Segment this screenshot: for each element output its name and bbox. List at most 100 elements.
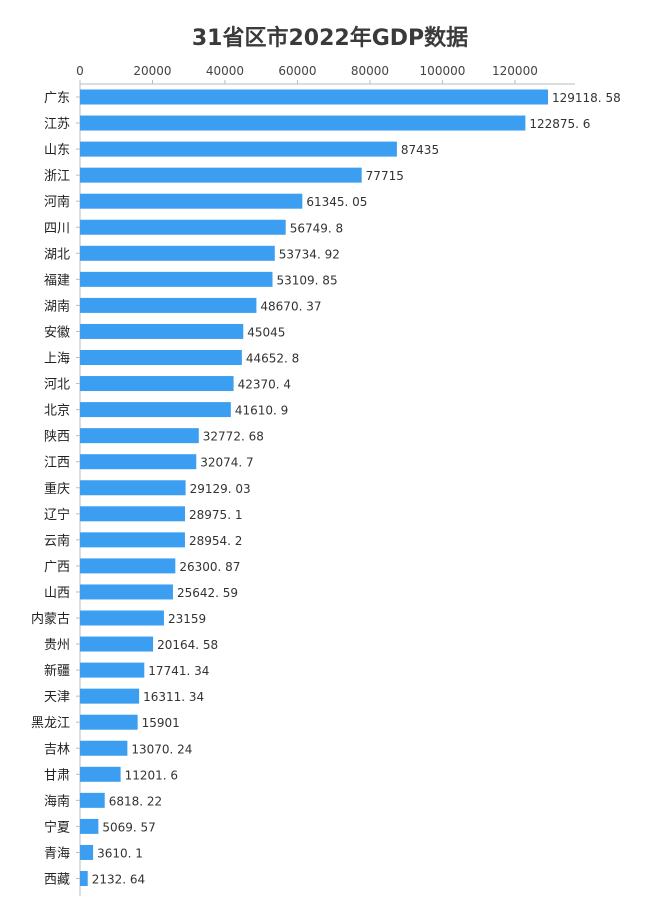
category-label: 黑龙江 [31,716,70,731]
bar [80,141,397,157]
category-label: 云南 [44,533,70,549]
x-tick-label: 40000 [206,64,244,78]
category-label: 江苏 [44,116,70,132]
category-label: 上海 [44,352,70,367]
x-tick-label: 100000 [420,64,466,78]
category-label: 青海 [44,846,70,861]
value-label: 42370. 4 [238,378,291,392]
bar [80,610,164,626]
value-label: 53109. 85 [277,273,338,287]
category-label: 江西 [44,456,70,471]
bar [80,584,173,600]
category-label: 甘肃 [44,768,70,783]
bar [80,636,154,652]
category-label: 新疆 [44,663,70,679]
value-label: 26300. 87 [179,560,240,574]
category-label: 海南 [44,793,70,809]
bar [80,428,199,444]
bar [80,271,273,287]
category-label: 四川 [44,221,70,236]
value-label: 15901 [142,716,180,730]
bars: 广东 129118. 58 江苏 122875. 6 山东 87435 浙江 77715 河南 6… [31,89,621,888]
value-label: 13070. 24 [131,742,192,756]
x-tick-label: 80000 [351,64,389,78]
value-label: 6818. 22 [109,794,162,808]
bar [80,844,94,860]
value-label: 2132. 64 [92,873,145,887]
value-label: 44652. 8 [246,352,299,366]
bar [80,219,286,235]
bar [80,766,121,782]
category-label: 浙江 [44,169,70,184]
bar [80,323,244,339]
value-label: 20164. 58 [157,638,218,652]
value-label: 28975. 1 [189,508,242,522]
chart-title: 31省区市2022年GDP数据 [191,26,469,51]
bar [80,402,231,418]
value-label: 32772. 68 [203,430,264,444]
value-label: 3610. 1 [97,846,143,860]
bar [80,454,197,470]
value-label: 129118. 58 [552,91,621,105]
bar [80,480,186,496]
value-label: 122875. 6 [529,117,590,131]
value-label: 5069. 57 [102,820,155,834]
category-label: 内蒙古 [31,611,70,627]
value-label: 45045 [247,325,285,339]
value-label: 53734. 92 [279,247,340,261]
bar [80,688,140,704]
bar [80,297,257,313]
value-label: 41610. 9 [235,404,288,418]
value-label: 48670. 37 [260,299,321,313]
category-label: 吉林 [44,742,70,757]
bar [80,558,176,574]
bar [80,89,548,105]
value-label: 56749. 8 [290,221,343,235]
category-label: 山西 [44,586,70,601]
value-label: 87435 [401,143,439,157]
category-label: 西藏 [44,873,70,888]
value-label: 28954. 2 [189,534,242,548]
category-label: 贵州 [44,638,70,653]
x-tick-label: 120000 [492,64,538,78]
value-label: 17741. 34 [148,664,209,678]
category-label: 广东 [44,91,70,106]
bar [80,350,242,365]
category-label: 辽宁 [44,507,70,523]
bar [80,871,88,886]
value-label: 23159 [168,612,206,626]
bar [80,115,526,131]
bar [80,792,105,808]
category-label: 安徽 [44,325,70,340]
value-label: 16311. 34 [143,690,204,704]
category-label: 天津 [44,690,70,705]
bar [80,167,362,183]
bar [80,245,275,261]
bar [80,714,138,730]
x-tick-label: 20000 [133,64,171,78]
value-label: 61345. 05 [306,195,367,209]
x-tick-label: 60000 [278,64,316,78]
bar [80,193,303,209]
value-label: 32074. 7 [200,456,253,470]
category-label: 山东 [44,143,70,158]
category-label: 河北 [44,378,70,393]
value-label: 11201. 6 [125,768,178,782]
bar [80,662,145,678]
x-tick-label: 0 [76,64,84,78]
category-label: 湖南 [44,298,70,314]
category-label: 北京 [44,404,70,419]
category-label: 福建 [44,273,70,288]
value-label: 29129. 03 [190,482,251,496]
category-label: 重庆 [44,481,70,497]
category-label: 湖北 [44,247,70,262]
category-label: 河南 [44,194,70,210]
bar [80,376,234,392]
value-label: 77715 [366,169,404,183]
category-label: 宁夏 [44,819,70,835]
bar [80,818,99,834]
bar [80,532,185,548]
category-label: 陕西 [44,430,70,445]
bar [80,506,186,522]
